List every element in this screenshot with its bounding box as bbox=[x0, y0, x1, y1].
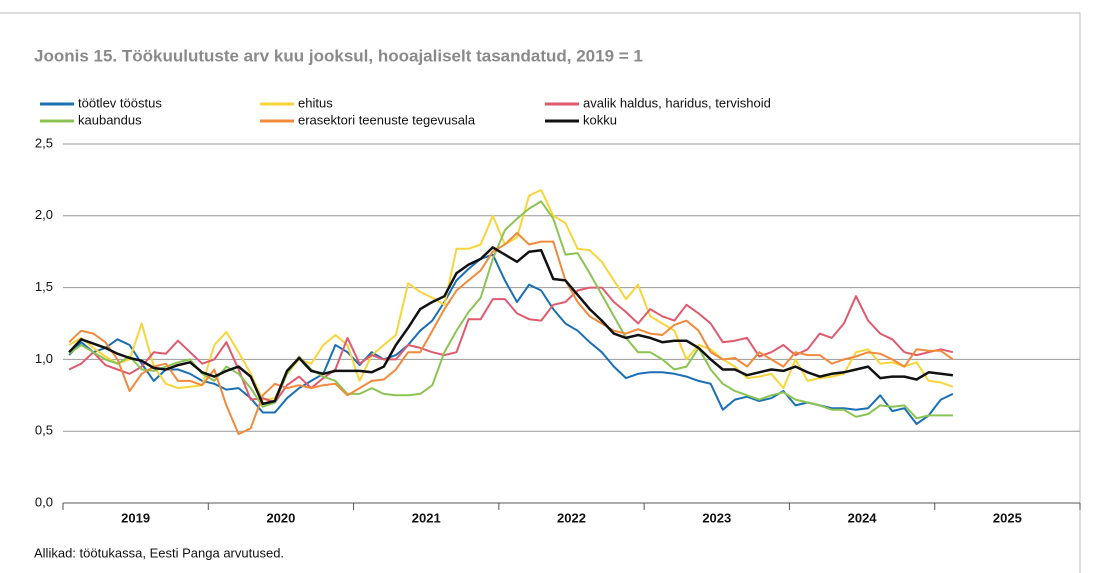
y-tick-label: 0,5 bbox=[35, 423, 53, 438]
series-line bbox=[68, 253, 954, 425]
y-tick-label: 2,0 bbox=[35, 207, 53, 222]
source-note: Allikad: töötukassa, Eesti Panga arvutus… bbox=[34, 545, 284, 560]
y-tick-label: 1,0 bbox=[35, 351, 53, 366]
x-tick-label: 2025 bbox=[993, 510, 1022, 525]
x-tick-label: 2023 bbox=[702, 510, 731, 525]
legend-label: avalik haldus, haridus, tervishoid bbox=[583, 95, 771, 110]
legend-label: töötlev tööstus bbox=[78, 95, 162, 110]
y-tick-label: 2,5 bbox=[35, 135, 53, 150]
legend-label: ehitus bbox=[298, 95, 333, 110]
y-tick-label: 1,5 bbox=[35, 279, 53, 294]
x-tick-label: 2021 bbox=[412, 510, 441, 525]
chart-title: Joonis 15. Töökuulutuste arv kuu jooksul… bbox=[34, 46, 643, 65]
frame bbox=[0, 12, 1081, 573]
x-tick-label: 2020 bbox=[266, 510, 295, 525]
legend-label: kokku bbox=[583, 112, 617, 127]
x-tick-label: 2019 bbox=[121, 510, 150, 525]
series-line bbox=[68, 246, 954, 406]
x-tick-label: 2024 bbox=[848, 510, 878, 525]
x-tick-label: 2022 bbox=[557, 510, 586, 525]
series-line bbox=[68, 189, 954, 401]
legend-label: erasektori teenuste tegevusala bbox=[298, 112, 476, 127]
series-line bbox=[68, 286, 954, 404]
y-tick-label: 0,0 bbox=[35, 494, 53, 509]
legend-label: kaubandus bbox=[78, 112, 142, 127]
